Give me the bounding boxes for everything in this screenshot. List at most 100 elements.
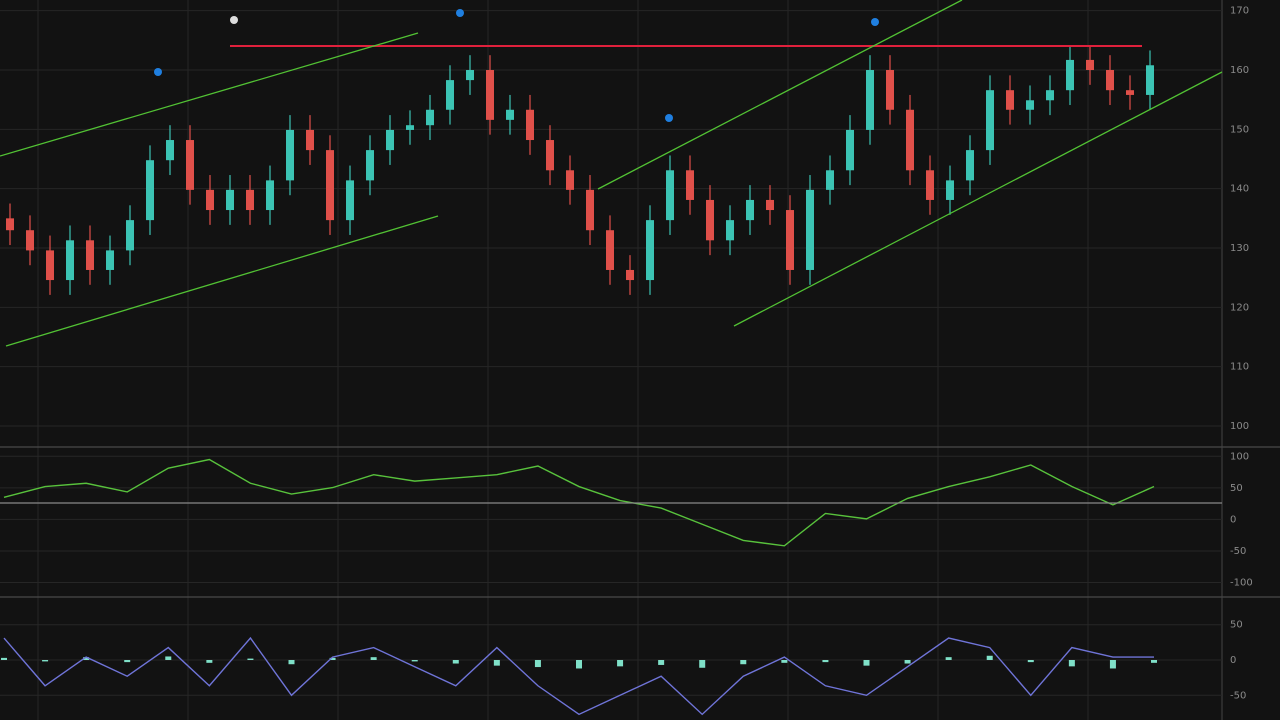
candle-body — [586, 189, 594, 231]
candle-body — [926, 170, 934, 200]
candle-body — [86, 240, 94, 270]
histogram-bar — [1027, 660, 1034, 663]
candle-body — [986, 90, 994, 151]
candle-body — [766, 199, 774, 211]
candle-body — [966, 150, 974, 181]
candle-body — [426, 109, 434, 126]
candle-body — [946, 180, 954, 200]
histogram-bar — [822, 660, 829, 663]
candle-body — [1106, 70, 1114, 91]
y-tick-label: 120 — [1230, 302, 1249, 313]
marks: 100 110 120 130 140 150 160 170 100 50 0 -50 -100 50 0… — [0, 6, 1253, 716]
candle-body — [906, 109, 914, 171]
candle-body — [1006, 90, 1014, 110]
histogram-bar — [1109, 660, 1116, 669]
histogram-bar — [945, 657, 952, 660]
candle-body — [666, 170, 674, 221]
candle-body — [6, 218, 14, 231]
candle-body — [866, 70, 874, 130]
candle-body — [726, 220, 734, 241]
y-tick-label: 100 — [1230, 451, 1249, 462]
candle-body — [46, 250, 54, 281]
candle-body — [546, 140, 554, 171]
y-tick-label: -50 — [1230, 546, 1246, 557]
histogram-bar — [452, 660, 459, 664]
histogram-bar — [658, 660, 665, 665]
y-tick-label: 100 — [1230, 421, 1249, 432]
histogram-bar — [904, 660, 911, 664]
y-tick-label: 50 — [1230, 483, 1243, 494]
histogram-bar — [534, 660, 541, 668]
histogram-bar — [370, 657, 377, 660]
y-tick-label: 0 — [1230, 514, 1236, 525]
candle-body — [606, 230, 614, 270]
candle-body — [226, 189, 234, 211]
candle-body — [1086, 59, 1094, 71]
y-tick-label: 50 — [1230, 620, 1243, 631]
histogram-bar — [83, 657, 90, 660]
candle-body — [146, 160, 154, 221]
histogram-bar — [411, 660, 418, 662]
histogram-bar — [740, 660, 747, 665]
histogram-bar — [165, 656, 172, 660]
vertical-grid — [37, 0, 1089, 720]
histogram-bar — [288, 660, 295, 665]
candle-body — [746, 199, 754, 221]
candle-body — [106, 250, 114, 270]
histogram-bar — [42, 660, 49, 662]
candle-body — [66, 240, 74, 281]
candle-body — [446, 80, 454, 110]
candle-body — [486, 70, 494, 120]
candle-body — [326, 150, 334, 221]
candle-body — [406, 125, 414, 130]
candle-body — [166, 140, 174, 161]
y-tick-label: 160 — [1230, 65, 1249, 76]
candle-body — [1046, 90, 1054, 101]
y-tick-label: 150 — [1230, 124, 1249, 135]
histogram-bar — [1, 657, 7, 660]
histogram-bar — [863, 660, 870, 666]
candle-body — [1026, 100, 1034, 110]
candle-body — [1066, 59, 1074, 91]
candle-body — [266, 180, 274, 211]
candle-body — [1126, 90, 1134, 95]
y-tick-label: 140 — [1230, 184, 1249, 195]
candle-body — [346, 180, 354, 221]
histogram-bar — [206, 660, 213, 663]
candle-body — [786, 210, 794, 270]
candle-body — [526, 109, 534, 141]
drawings — [0, 0, 1223, 504]
y-tick-label: 170 — [1230, 6, 1249, 17]
histogram-bar — [986, 655, 993, 660]
candle-body — [886, 70, 894, 110]
candle-body — [846, 129, 854, 171]
candle-body — [306, 129, 314, 151]
histogram-bar — [781, 660, 788, 663]
histogram-bar — [1068, 660, 1075, 667]
candle-body — [246, 189, 254, 211]
histogram-bar — [493, 660, 500, 666]
candle-body — [646, 220, 654, 281]
candle-body — [826, 170, 834, 190]
oscillator-line — [3, 458, 1155, 547]
histogram-bar — [329, 657, 336, 660]
candle-body — [386, 129, 394, 151]
candle-body — [26, 230, 34, 251]
candle-body — [806, 189, 814, 270]
candle-body — [686, 170, 694, 200]
y-tick-label: -50 — [1230, 690, 1246, 701]
y-tick-label: 130 — [1230, 243, 1249, 254]
histogram-bar — [247, 658, 254, 660]
candle-body — [506, 109, 514, 120]
y-tick-label: 110 — [1230, 362, 1249, 373]
candle-body — [126, 220, 134, 251]
candle-body — [706, 199, 714, 241]
candle-body — [626, 269, 634, 281]
candle-body — [206, 189, 214, 211]
candle-body — [466, 70, 474, 81]
candle-body — [366, 150, 374, 181]
histogram-bar — [576, 660, 582, 669]
candle-body — [1146, 65, 1154, 95]
